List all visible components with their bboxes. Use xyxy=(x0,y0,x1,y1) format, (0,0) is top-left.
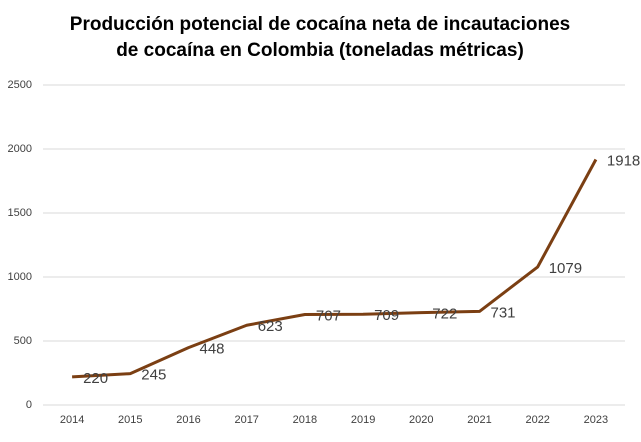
data-label: 707 xyxy=(316,307,341,324)
data-label: 731 xyxy=(491,304,516,321)
y-tick-label: 2000 xyxy=(8,143,32,155)
x-tick-label: 2018 xyxy=(293,414,317,426)
x-tick-label: 2023 xyxy=(584,414,608,426)
data-label: 220 xyxy=(83,370,108,387)
y-tick-label: 1000 xyxy=(8,271,32,283)
data-label: 448 xyxy=(200,341,225,358)
data-label: 1079 xyxy=(549,260,582,277)
x-tick-label: 2019 xyxy=(351,414,375,426)
data-label: 623 xyxy=(258,318,283,335)
chart-title: de cocaína en Colombia (toneladas métric… xyxy=(116,40,524,61)
x-tick-label: 2021 xyxy=(467,414,491,426)
y-tick-label: 500 xyxy=(14,335,32,347)
x-tick-label: 2016 xyxy=(176,414,200,426)
x-tick-label: 2022 xyxy=(525,414,549,426)
x-tick-label: 2015 xyxy=(118,414,142,426)
y-tick-label: 1500 xyxy=(8,207,32,219)
x-tick-label: 2017 xyxy=(234,414,258,426)
data-label: 709 xyxy=(374,307,399,324)
x-tick-label: 2014 xyxy=(60,414,84,426)
x-tick-label: 2020 xyxy=(409,414,433,426)
y-tick-label: 2500 xyxy=(8,79,32,91)
data-label: 1918 xyxy=(607,152,640,169)
data-line xyxy=(72,158,598,379)
chart-title: Producción potencial de cocaína neta de … xyxy=(70,14,570,35)
data-label: 722 xyxy=(432,306,457,323)
y-tick-label: 0 xyxy=(26,399,32,411)
data-label: 245 xyxy=(141,367,166,384)
